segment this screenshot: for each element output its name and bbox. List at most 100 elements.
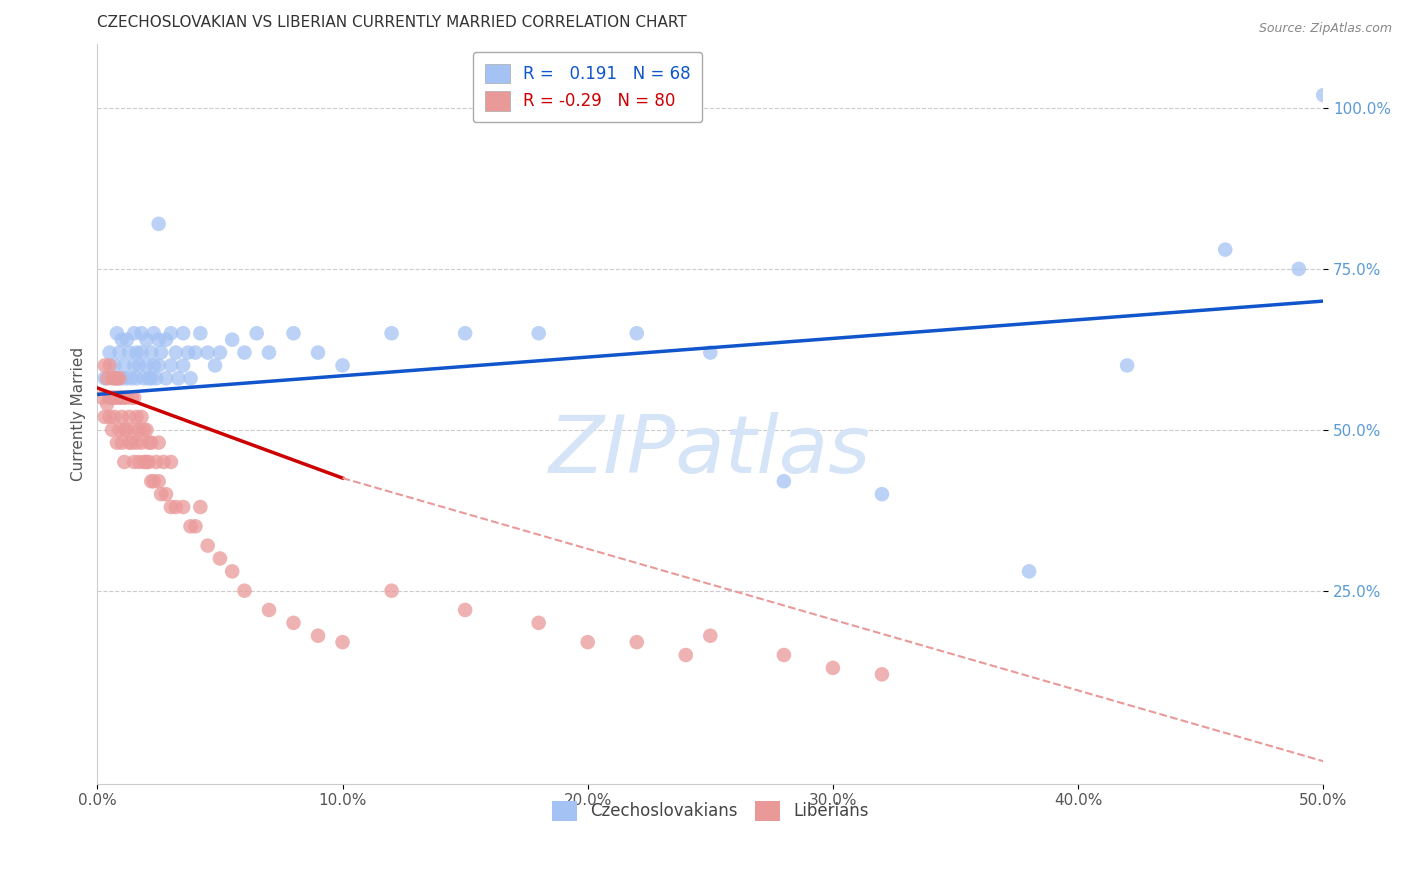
Point [148,333,170,347]
Y-axis label: Currently Married: Currently Married [72,347,86,481]
Point [91,391,114,405]
Point [131,345,153,359]
Point [332,635,354,649]
Point [125,371,148,385]
Point [98,359,121,373]
Point [283,615,305,630]
Point [184,345,207,359]
Point [138,435,160,450]
Point [148,359,170,373]
Point [148,435,170,450]
Point [132,455,155,469]
Point [165,500,187,514]
Point [142,326,165,341]
Point [145,371,167,385]
Point [112,455,135,469]
Point [1116,359,1139,373]
Legend: Czechoslovakians, Liberians: Czechoslovakians, Liberians [546,795,875,827]
Point [152,455,174,469]
Point [122,326,145,341]
Point [135,359,157,373]
Point [122,423,145,437]
Point [1213,243,1236,257]
Point [135,423,157,437]
Point [208,345,231,359]
Point [128,359,150,373]
Point [1312,88,1334,103]
Point [145,455,167,469]
Point [115,391,138,405]
Point [118,409,141,424]
Point [111,391,134,405]
Point [128,423,150,437]
Point [121,391,143,405]
Point [98,391,121,405]
Point [118,345,141,359]
Point [184,519,207,533]
Point [576,635,599,649]
Text: CZECHOSLOVAKIAN VS LIBERIAN CURRENTLY MARRIED CORRELATION CHART: CZECHOSLOVAKIAN VS LIBERIAN CURRENTLY MA… [97,15,688,30]
Point [115,333,138,347]
Point [131,409,153,424]
Point [150,487,173,501]
Point [246,326,269,341]
Point [699,345,721,359]
Point [101,391,124,405]
Point [108,345,131,359]
Point [699,629,721,643]
Point [125,345,148,359]
Point [132,371,155,385]
Point [172,500,194,514]
Point [105,435,128,450]
Point [103,391,125,405]
Point [165,345,187,359]
Point [188,500,211,514]
Point [197,539,219,553]
Point [105,326,128,341]
Point [105,371,128,385]
Point [1018,565,1040,579]
Point [821,661,844,675]
Point [115,371,138,385]
Point [108,391,131,405]
Point [180,371,202,385]
Point [122,391,145,405]
Point [103,359,125,373]
Point [141,371,163,385]
Point [167,371,190,385]
Point [1288,261,1310,276]
Point [233,345,256,359]
Point [283,326,305,341]
Point [148,217,170,231]
Point [675,648,697,662]
Point [221,333,243,347]
Point [118,435,141,450]
Point [381,583,404,598]
Point [93,359,115,373]
Point [105,391,128,405]
Point [112,423,135,437]
Point [105,371,128,385]
Text: ZIPatlas: ZIPatlas [550,412,872,490]
Point [454,603,477,617]
Point [101,371,124,385]
Point [626,635,648,649]
Point [155,371,177,385]
Point [527,326,550,341]
Point [122,359,145,373]
Point [172,326,194,341]
Point [122,455,145,469]
Point [454,326,477,341]
Point [111,333,134,347]
Point [180,519,202,533]
Point [155,333,177,347]
Point [103,371,125,385]
Point [135,333,157,347]
Point [160,326,183,341]
Point [221,565,243,579]
Point [307,629,329,643]
Point [128,455,150,469]
Point [111,409,134,424]
Point [111,371,134,385]
Point [257,603,280,617]
